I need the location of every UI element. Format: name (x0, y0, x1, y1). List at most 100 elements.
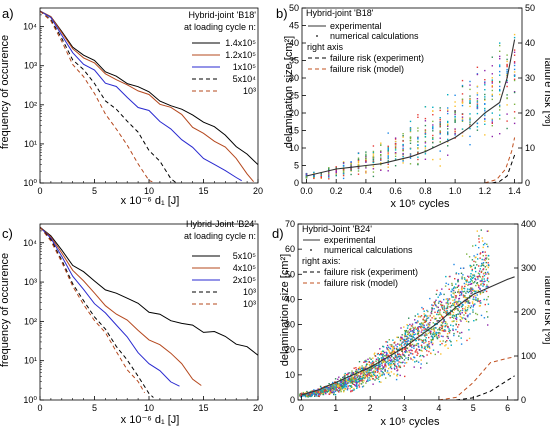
panel-d-numerical-point (352, 383, 355, 385)
panel-b-numerical-point (417, 162, 419, 165)
panel-d-numerical-point (367, 374, 370, 377)
panel-d-numerical-point (454, 306, 456, 308)
panel-d-numerical-point (439, 311, 441, 313)
panel-d-numerical-point (431, 335, 433, 337)
panel-b-numerical-point (365, 157, 367, 160)
panel-d-numerical-point (420, 325, 423, 327)
panel-d-numerical-point (482, 285, 484, 287)
panel-d-numerical-point (407, 333, 410, 335)
panel-d-numerical-point (449, 275, 451, 278)
panel-b-numerical-point (439, 131, 441, 133)
panel-d-numerical-point (385, 354, 388, 356)
panel-d-numerical-point (463, 277, 466, 279)
panel-b-numerical-point (513, 122, 516, 125)
panel-d-numerical-point (437, 310, 439, 312)
panel-d-numerical-point (445, 312, 447, 314)
panel-d-numerical-point (401, 334, 403, 336)
panel-b-numerical-point (506, 73, 508, 76)
panel-d-numerical-point (476, 282, 478, 285)
panel-d-numerical-point (349, 388, 351, 390)
panel-b-numerical-point (387, 150, 389, 152)
panel-d-xtick-label: 6 (505, 403, 510, 413)
panel-d-numerical-point (482, 291, 485, 293)
panel-d-numerical-point (417, 321, 419, 323)
panel-d-numerical-point (386, 348, 388, 350)
panel-d-numerical-point (452, 328, 454, 330)
panel-d-numerical-point (388, 359, 390, 361)
panel-d-numerical-point (356, 386, 358, 388)
panel-b-numerical-point (432, 106, 434, 108)
panel-d-numerical-point (413, 334, 415, 336)
panel-b-numerical-point (461, 99, 464, 101)
panel-d-numerical-point (450, 294, 452, 296)
panel-b-numerical-point (320, 174, 322, 177)
panel-d-numerical-point (429, 324, 431, 326)
panel-d-numerical-point (372, 366, 374, 369)
panel-b-numerical-point (506, 120, 508, 122)
panel-b-numerical-point (454, 121, 456, 123)
panel-b-numerical-point (484, 103, 486, 105)
panel-b-numerical-point (357, 170, 360, 172)
panel-d-numerical-point (464, 302, 466, 304)
panel-d-numerical-point (422, 332, 424, 334)
panel-d-numerical-point (486, 284, 488, 286)
panel-b-numerical-point (402, 144, 404, 146)
panel-d-numerical-point (482, 282, 484, 285)
panel-d-numerical-point (484, 259, 486, 262)
panel-d-numerical-point (453, 314, 455, 317)
panel-d-numerical-point (472, 296, 475, 298)
panel-b-numerical-point (454, 118, 456, 120)
panel-d-numerical-point (457, 308, 459, 310)
panel-d-numerical-point (470, 266, 472, 269)
panel-d-numerical-point (333, 386, 335, 388)
panel-d-numerical-point (440, 301, 443, 303)
panel-d-numerical-point (377, 357, 379, 359)
panel-d-numerical-point (354, 374, 356, 376)
panel-d-numerical-point (457, 285, 459, 287)
panel-d-numerical-point (383, 373, 385, 376)
panel-d-numerical-point (448, 332, 451, 334)
panel-d-numerical-point (387, 360, 389, 362)
panel-a-ytick-label: 10⁰ (23, 178, 37, 188)
panel-d-numerical-point (441, 322, 444, 324)
panel-b-numerical-point (461, 113, 464, 115)
panel-b-numerical-point (484, 93, 486, 96)
panel-d-numerical-point (480, 229, 482, 231)
panel-d-numerical-point (466, 279, 468, 281)
panel-d-numerical-point (304, 395, 307, 398)
panel-d-numerical-point (317, 394, 320, 397)
panel-d-numerical-point (365, 382, 367, 384)
panel-d-legend-num-swatch (310, 249, 312, 251)
panel-d-numerical-point (474, 266, 476, 269)
panel-d-numerical-point (486, 285, 488, 288)
panel-d-numerical-point (343, 388, 346, 390)
panel-d-numerical-point (472, 306, 474, 308)
panel-d-numerical-point (461, 278, 463, 280)
panel-b-y2tick-label: 20 (525, 108, 535, 118)
panel-d-numerical-point (464, 295, 466, 297)
panel-d-numerical-point (425, 329, 427, 331)
panel-d-numerical-point (365, 366, 368, 368)
panel-d-numerical-point (345, 373, 348, 376)
panel-d-numerical-point (449, 313, 452, 316)
panel-b-numerical-point (476, 126, 479, 128)
panel-d-numerical-point (415, 328, 417, 330)
panel-d-numerical-point (479, 280, 481, 282)
panel-d-numerical-point (336, 389, 338, 391)
panel-d-numerical-point (410, 345, 412, 347)
panel-d-numerical-point (353, 381, 355, 383)
panel-b-numerical-point (409, 127, 412, 129)
panel-d-numerical-point (378, 381, 381, 383)
panel-d-numerical-point (366, 363, 368, 365)
panel-d-numerical-point (484, 257, 487, 259)
panel-d-numerical-point (403, 359, 406, 361)
panel-d-numerical-point (418, 349, 420, 351)
panel-b-numerical-point (513, 75, 516, 77)
panel-b-numerical-point (424, 147, 427, 149)
panel-d-numerical-point (394, 361, 396, 363)
panel-d-numerical-point (449, 306, 451, 308)
panel-d-numerical-point (420, 354, 422, 357)
panel-b-numerical-point (387, 153, 389, 156)
panel-d-numerical-point (453, 304, 456, 306)
